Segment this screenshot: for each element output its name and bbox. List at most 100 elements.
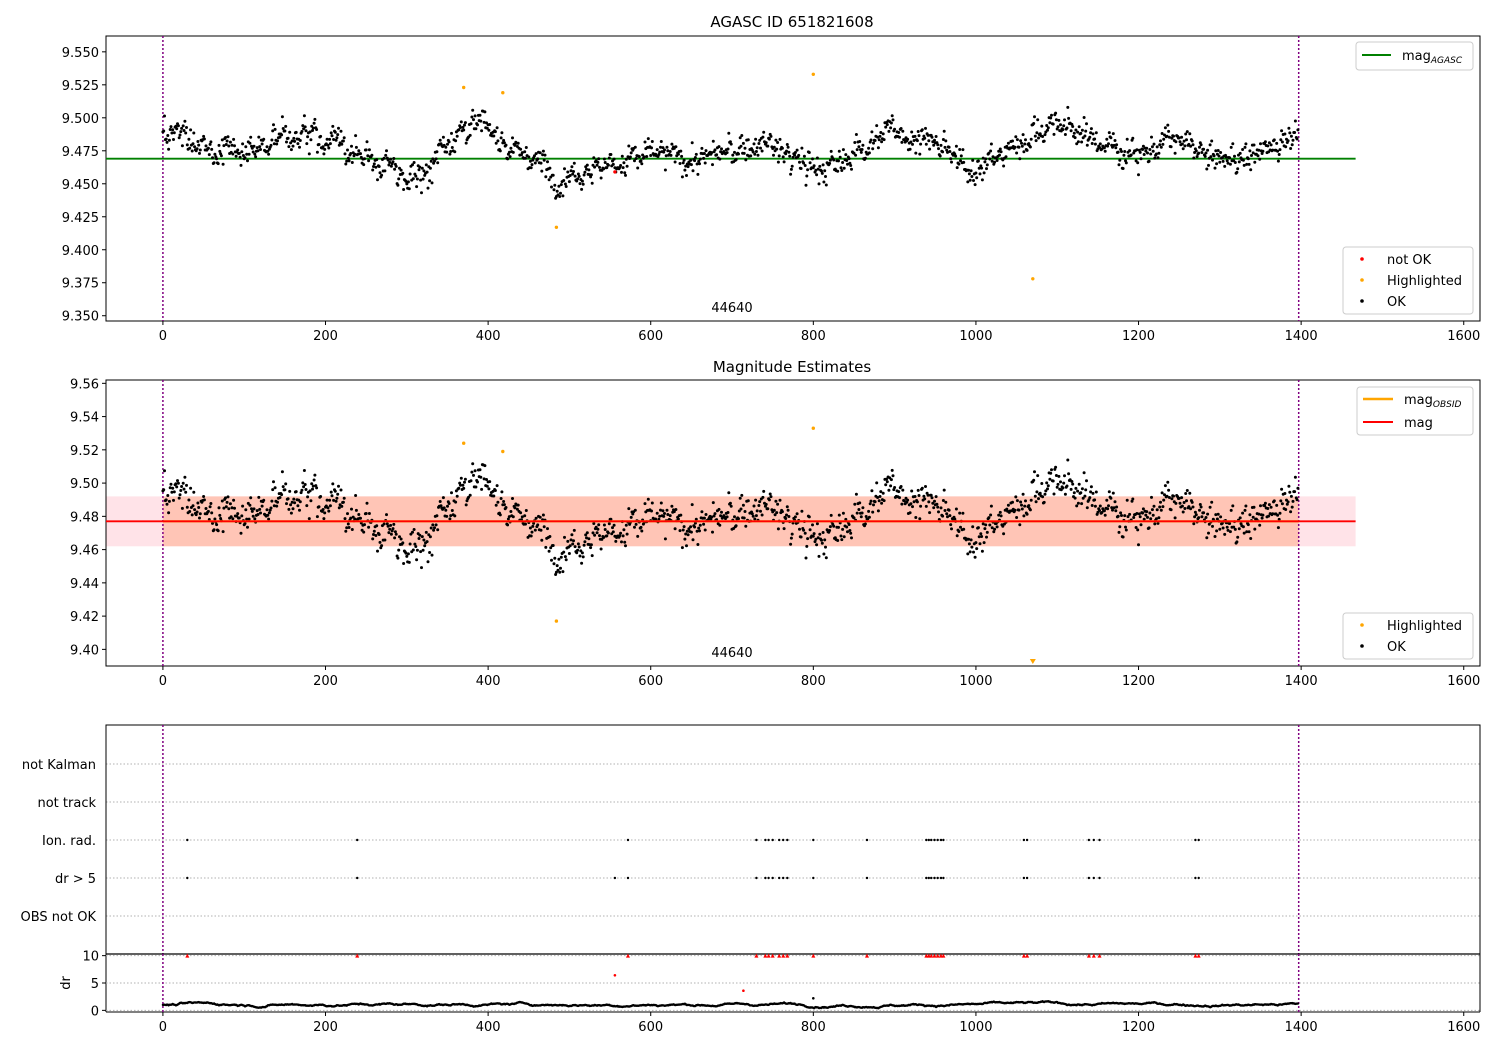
panel-2-ok-point [446,504,449,508]
panel-1-ok-point [196,140,200,143]
panel-2-ok-point [718,523,722,527]
panel-1-ok-point [294,130,298,134]
panel-2-ok-point [568,544,572,548]
panel-2-ok-point [1289,510,1293,514]
panel-1-ok-point [280,115,284,119]
panel-2-ok-point [1137,543,1140,547]
panel-1-ok-point [382,156,386,160]
panel-1-ok-point [331,124,335,128]
panel-2-ok-point [251,514,255,518]
panel-1-ok-point [628,155,632,159]
panel-2-ok-point [580,551,584,555]
panel-1-ok-point [828,158,832,162]
panel-1-ok-point [232,137,236,141]
panel-2-ytick-label: 9.50 [70,477,99,492]
panel-1-ok-point [1215,162,1219,166]
panel-2-ok-point [472,473,475,477]
panel-1-ok-point [1018,157,1022,161]
panel-2-ok-point [914,516,918,519]
panel-2-ok-point [393,536,397,540]
panel-2-ok-point [340,504,344,508]
panel-2-ok-point [805,544,809,548]
panel-2-ok-point [822,552,826,556]
panel-4-dr-clipped-marker [1097,953,1102,958]
panel-1-legend-marker [1360,278,1364,282]
panel-1-ok-point [305,142,309,146]
panel-1-ok-point [878,134,882,138]
panel-1-ok-point [666,149,670,153]
panel-1-xtick-label: 1000 [959,329,992,344]
panel-2-ok-point [1293,475,1297,479]
panel-1-ok-point [367,148,371,152]
panel-1-ok-point [577,174,581,178]
panel-1-ok-point [289,148,293,152]
panel-1-ok-point [1177,136,1181,140]
panel-1-ytick-label: 9.400 [62,244,99,259]
panel-1-ok-point [629,151,633,155]
panel-1-ok-point [731,153,735,157]
panel-2-ok-point [820,538,823,542]
panel-2-ok-point [665,508,669,512]
panel-2-ok-point [419,550,423,554]
panel-2-ok-point [429,526,433,530]
panel-2-ok-point [906,498,910,502]
panel-1-highlighted-point [462,85,466,90]
panel-3-dr-point [186,876,189,880]
panel-2-ok-point [1089,485,1093,489]
panel-2-ok-point [438,500,442,503]
panel-1-ok-point [349,152,353,155]
panel-2-ok-point [1197,516,1201,520]
panel-2-ok-point [532,521,536,525]
panel-2-ok-point [979,532,983,536]
panel-2-ok-point [1152,504,1156,508]
panel-1-ok-point [620,170,623,174]
panel-2-ok-point [1139,523,1143,527]
panel-2-ok-point [298,508,301,512]
panel-1-ok-point [786,145,790,149]
panel-1-ok-point [967,172,971,176]
panel-1-ok-point [281,127,285,130]
panel-4-ytick-label: 10 [82,950,99,965]
panel-1-ok-point [1094,131,1098,135]
panel-2-ok-point [776,527,780,531]
panel-1-ok-point [494,141,498,145]
panel-1-ok-point [726,147,730,151]
panel-2-ok-point [1054,474,1058,477]
panel-2-ok-point [682,525,686,529]
panel-1-ok-point [607,156,611,160]
panel-2-ok-point [507,515,511,519]
panel-2-ok-point [702,522,706,526]
panel-2-ok-point [164,498,168,502]
panel-1-ok-point [778,137,782,141]
panel-1-ok-point [414,174,418,178]
panel-2-ok-point [354,494,358,497]
panel-1-ok-point [337,126,340,130]
panel-1-ok-point [1225,159,1229,163]
panel-2-ok-point [614,539,618,543]
panel-2-legend-obsid-subscript: OBSID [1433,400,1462,410]
panel-1-ok-point [499,136,503,140]
panel-1-ok-point [858,140,862,143]
panel-2-ok-point [1269,505,1273,509]
panel-2-ok-point [815,543,819,547]
panel-2-ok-point [1207,522,1211,526]
panel-2-ok-point [492,494,496,498]
panel-2-ok-point [704,513,708,516]
panel-1-ok-point [1040,124,1044,128]
panel-2-ok-point [1072,491,1076,495]
panel-2-ok-point [1073,496,1077,500]
panel-1-ok-point [250,146,254,150]
panel-2-ok-point [976,526,980,530]
panel-3-dr-point [755,876,758,880]
panel-1-ok-point [1090,142,1094,145]
panel-1-ok-point [220,138,224,142]
panel-2-ok-point [189,486,193,490]
panel-1-ok-point [333,130,337,134]
panel-2-ok-point [179,489,183,492]
panel-2-ok-point [569,538,573,542]
panel-2-ok-point [1135,512,1139,515]
panel-2-ok-point [957,530,961,533]
panel-2-ok-point [681,528,685,532]
panel-1-ok-point [559,183,563,187]
panel-1-ok-point [298,145,301,149]
